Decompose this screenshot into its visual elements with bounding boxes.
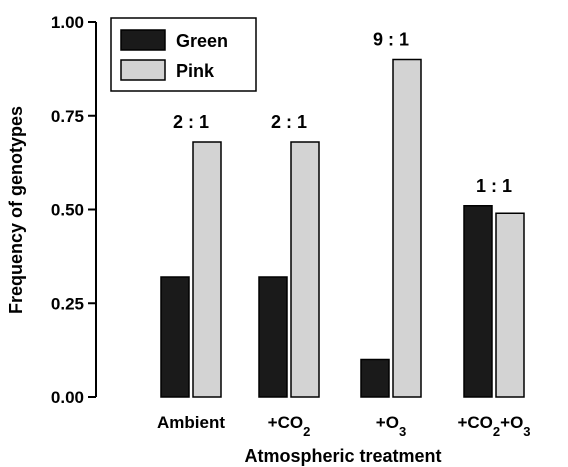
y-axis-title: Frequency of genotypes: [6, 106, 26, 314]
x-tick-label: +CO2: [268, 413, 311, 439]
bar-pink-3: [495, 212, 525, 398]
axes: 0.00 0.25 0.50 0.75 1.00: [51, 13, 97, 407]
legend-label-green: Green: [176, 31, 228, 51]
legend: Green Pink: [110, 17, 257, 92]
labels: 2 : 1 Ambient 2 : 1 +CO2 9 : 1 +O3 1 : 1 +CO2+O…: [157, 30, 531, 439]
ratio-label: 2 : 1: [271, 112, 307, 132]
legend-swatch-pink: [120, 59, 166, 81]
bar-green-3: [463, 205, 493, 398]
x-axis-title: Atmospheric treatment: [244, 446, 441, 466]
bar-green-2: [360, 358, 390, 398]
y-tick-label: 1.00: [51, 13, 84, 32]
bar-pink-0: [192, 141, 222, 398]
x-tick-label: Ambient: [157, 413, 225, 432]
y-tick-label: 0.50: [51, 201, 84, 220]
legend-swatch-green: [120, 29, 166, 51]
y-tick-label: 0.00: [51, 388, 84, 407]
legend-label-pink: Pink: [176, 61, 215, 81]
x-tick-label: +CO2+O3: [457, 413, 530, 439]
ratio-label: 1 : 1: [476, 176, 512, 196]
ratio-label: 2 : 1: [173, 112, 209, 132]
y-tick-label: 0.75: [51, 107, 84, 126]
bar-pink-2: [392, 58, 422, 398]
y-tick-label: 0.25: [51, 294, 84, 313]
bar-pink-1: [290, 141, 320, 398]
bar-green-0: [160, 276, 190, 398]
ratio-label: 9 : 1: [373, 30, 409, 50]
bar-green-1: [258, 276, 288, 398]
x-tick-label: +O3: [376, 413, 406, 439]
bars: [160, 58, 525, 398]
